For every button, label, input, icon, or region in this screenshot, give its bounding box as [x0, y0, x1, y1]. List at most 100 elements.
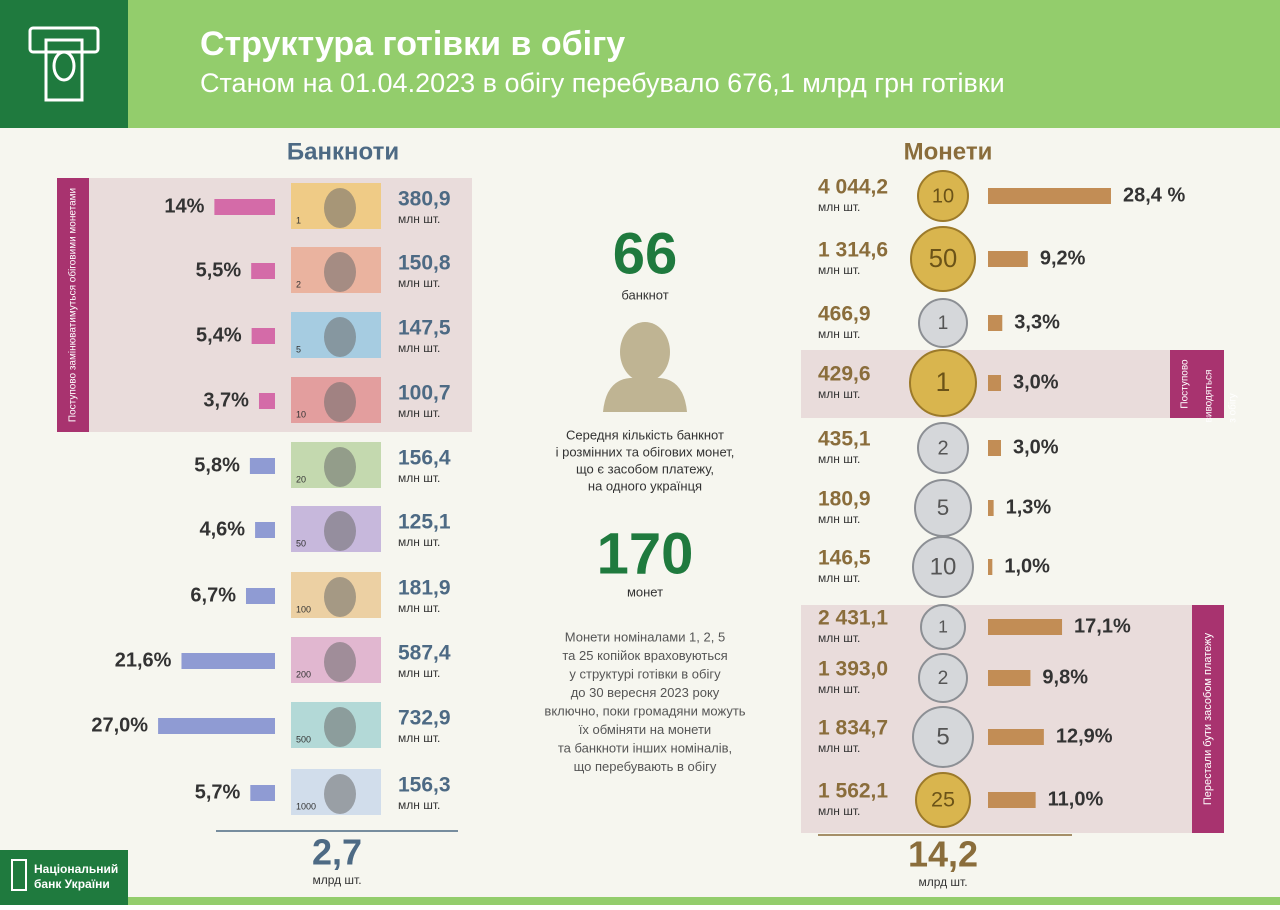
bar [251, 328, 275, 344]
coin-image [917, 170, 969, 222]
percent-label: 9,8% [1042, 666, 1088, 688]
side-strip [1192, 605, 1224, 833]
bar [250, 785, 275, 801]
person-icon [603, 322, 687, 412]
unit: млн шт. [398, 731, 440, 745]
atm-icon [28, 26, 100, 102]
bar [158, 718, 275, 734]
percent-label: 5,7% [195, 781, 241, 803]
unit: млн шт. [818, 512, 860, 526]
bar [988, 315, 1003, 331]
unit: млн шт. [818, 631, 860, 645]
banknote-denomination: 5 [296, 344, 301, 354]
banknote-portrait [324, 317, 356, 357]
percent-label: 3,0% [1013, 436, 1059, 458]
banknote-denomination: 200 [296, 669, 311, 679]
percent-label: 9,2% [1040, 247, 1086, 269]
coin-image [920, 604, 966, 650]
side-strip [1170, 350, 1224, 418]
total: 14,2 [908, 834, 978, 875]
percent-label: 28,4 % [1123, 184, 1185, 206]
count: 1 834,7 [818, 717, 888, 740]
banknote-denomination: 1000 [296, 801, 316, 811]
percent-label: 17,1% [1074, 615, 1131, 637]
count: 466,9 [818, 303, 871, 326]
bar [214, 199, 275, 215]
unit: млн шт. [398, 601, 440, 615]
unit: млн шт. [398, 212, 440, 226]
unit: млн шт. [398, 666, 440, 680]
banknote-group-box [57, 178, 472, 432]
bar [988, 619, 1063, 635]
total-unit: млрд шт. [312, 873, 361, 887]
big-number: 66 [613, 221, 678, 286]
banknote-denomination: 20 [296, 474, 306, 484]
coin-denomination: 10 [932, 185, 954, 207]
count: 100,7 [398, 382, 451, 405]
coin-denomination: 2 [937, 437, 948, 459]
count: 1 562,1 [818, 780, 888, 803]
coin-image [912, 706, 974, 768]
coin-denomination: 25 [931, 787, 955, 812]
unit: млн шт. [818, 741, 860, 755]
coin-image [912, 536, 974, 598]
bar [251, 263, 275, 279]
coin-image [915, 772, 971, 828]
banknote-portrait [324, 642, 356, 682]
banknote-portrait [324, 382, 356, 422]
note-line: у структурі готівки в обігу [569, 666, 721, 681]
side-label: з обігу [1227, 393, 1239, 423]
percent-label: 4,6% [199, 518, 245, 540]
coin-image [917, 422, 969, 474]
unit: млн шт. [398, 406, 440, 420]
bar [988, 440, 1001, 456]
total: 2,7 [312, 832, 362, 873]
description-line: і розмінних та обігових монет, [556, 444, 735, 459]
unit: млн шт. [818, 387, 860, 401]
count: 587,4 [398, 642, 451, 665]
coin-image [918, 298, 968, 348]
percent-label: 3,3% [1014, 311, 1060, 333]
header-band [0, 0, 1280, 128]
big-number-label: банкнот [621, 287, 668, 302]
banknote-portrait [324, 774, 356, 814]
count: 435,1 [818, 428, 871, 451]
percent-label: 21,6% [115, 649, 172, 671]
count: 1 314,6 [818, 239, 888, 262]
big-number-label: монет [627, 584, 663, 599]
unit: млн шт. [398, 471, 440, 485]
side-label: Перестали бути засобом платежу [1202, 632, 1214, 805]
banknote-denomination: 10 [296, 409, 306, 419]
unit: млн шт. [818, 571, 860, 585]
bar [258, 393, 275, 409]
title: Структура готівки в обігу [200, 25, 625, 63]
percent-label: 3,7% [203, 389, 249, 411]
description-line: на одного українця [588, 478, 702, 493]
bar [988, 375, 1001, 391]
description-line: Середня кількість банкнот [566, 427, 724, 442]
count: 380,9 [398, 188, 451, 211]
bank-icon [11, 859, 27, 891]
bar [988, 792, 1036, 808]
unit: млн шт. [818, 804, 860, 818]
bar [181, 653, 275, 669]
coin-denomination: 5 [937, 495, 949, 520]
coin-group-box [801, 350, 1170, 418]
side-label: Поступово [1180, 359, 1191, 409]
unit: млн шт. [818, 263, 860, 277]
percent-label: 27,0% [91, 714, 148, 736]
coin-denomination: 1 [938, 313, 949, 334]
coin-denomination: 10 [930, 553, 957, 580]
bar [988, 188, 1111, 204]
coin-denomination: 2 [938, 668, 949, 689]
percent-label: 5,4% [196, 324, 242, 346]
percent-label: 1,0% [1004, 555, 1050, 577]
banknote-portrait [324, 577, 356, 617]
banknote-denomination: 1 [296, 215, 301, 225]
count: 2 431,1 [818, 607, 888, 630]
percent-label: 6,7% [190, 584, 236, 606]
count: 4 044,2 [818, 176, 888, 199]
bar [988, 670, 1031, 686]
banknote-portrait [324, 188, 356, 228]
